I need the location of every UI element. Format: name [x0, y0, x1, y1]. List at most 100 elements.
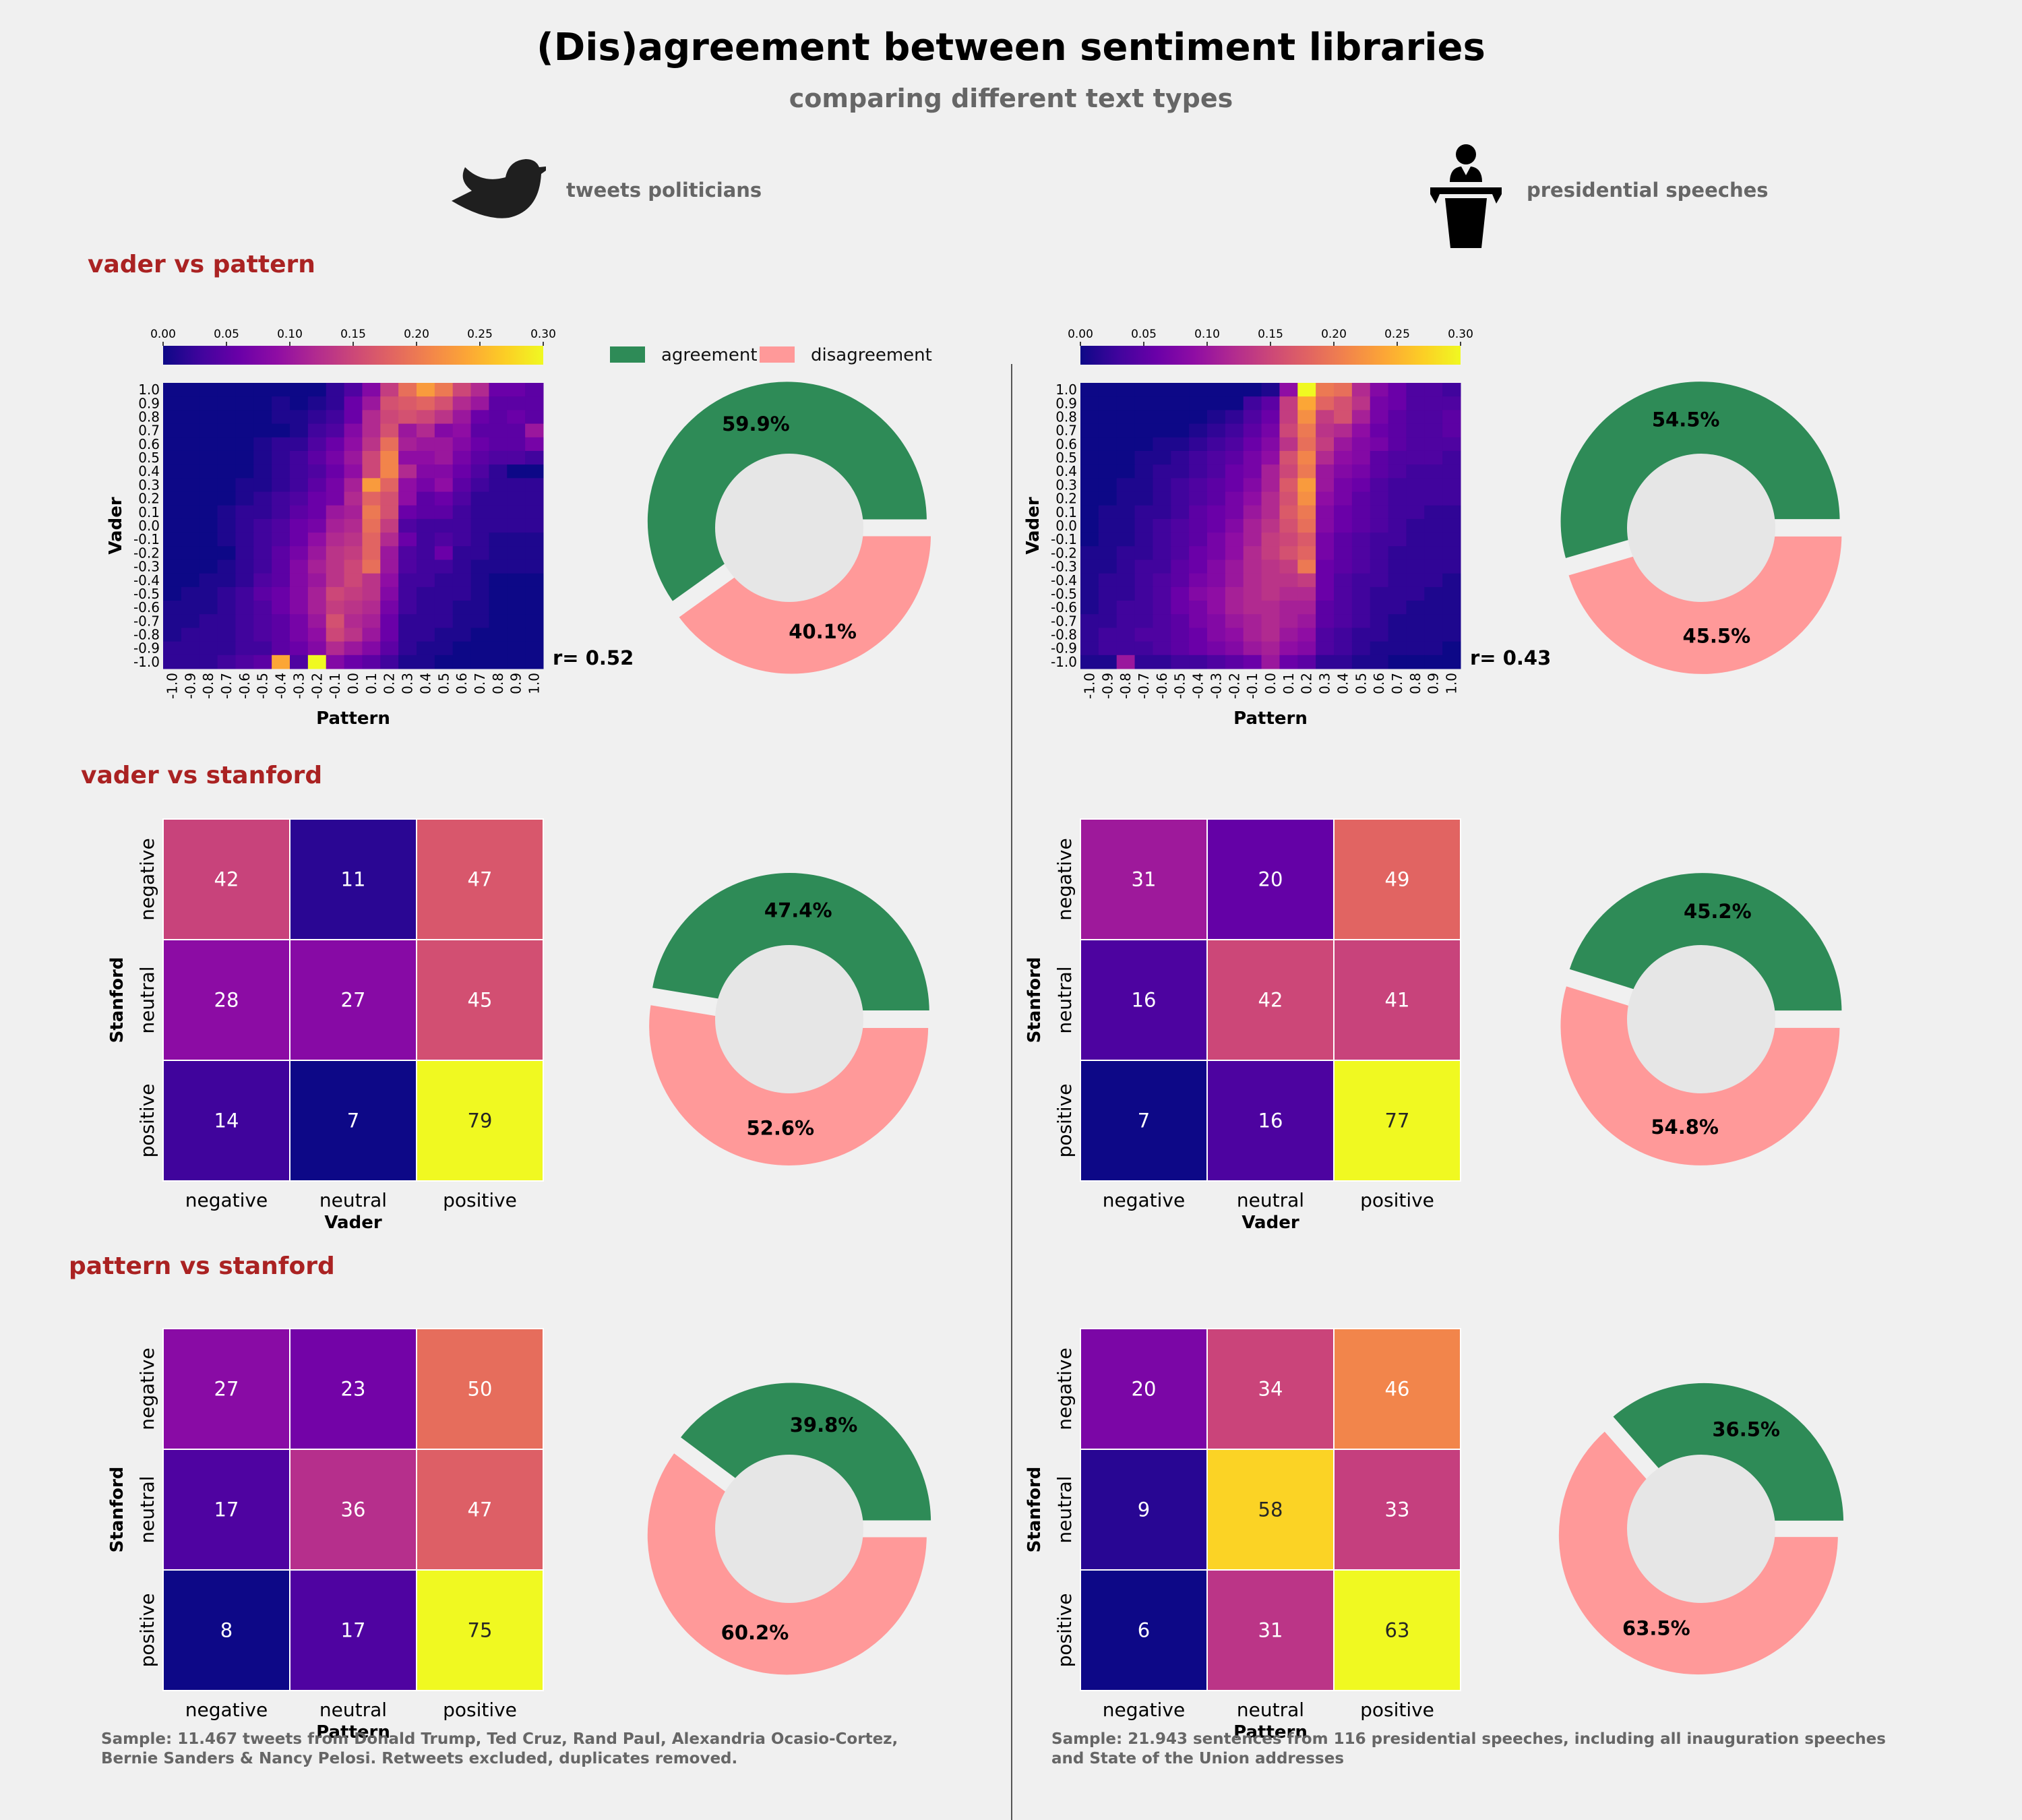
tweets-vader-pattern-heatmap-cell	[398, 478, 417, 493]
speeches-vader-pattern-heatmap-cell	[1351, 410, 1371, 425]
tweets-pattern-stanford-heatmap-cell	[416, 1449, 544, 1571]
speeches-vader-pattern-heatmap-cell	[1388, 464, 1407, 479]
speeches-vader-pattern-heatmap-cell	[1334, 586, 1353, 601]
speeches-vader-pattern-heatmap-cell	[1370, 423, 1389, 438]
tweets-vader-pattern-heatmap-cell	[434, 586, 454, 601]
tweets-vader-pattern-heatmap-cell	[507, 478, 526, 493]
legend-label-agreement: agreement	[661, 345, 758, 365]
speeches-vader-pattern-heatmap-cell	[1261, 533, 1280, 547]
tweets-vader-pattern-heatmap-x-tick-label: -0.1	[327, 673, 343, 699]
tweets-vader-pattern-heatmap-cell	[344, 505, 363, 520]
speeches-vader-pattern-heatmap-cell	[1225, 533, 1244, 547]
speeches-vader-pattern-heatmap-cell	[1207, 641, 1226, 656]
tweets-vader-pattern-heatmap-cell	[362, 518, 381, 533]
tweets-vader-pattern-heatmap-cell	[507, 437, 526, 452]
speeches-vader-pattern-heatmap-cell	[1334, 601, 1353, 615]
speeches-vader-pattern-heatmap-cell	[1189, 628, 1208, 642]
tweets-vader-pattern-heatmap-cell	[217, 383, 236, 397]
tweets-vader-pattern-heatmap-cell	[417, 505, 435, 520]
tweets-vader-pattern-heatmap-cell	[470, 450, 489, 465]
speeches-vader-stanford-donut-donut-hole	[1627, 945, 1775, 1093]
tweets-vader-pattern-heatmap-cell	[507, 410, 526, 425]
speeches-vader-pattern-heatmap-cell	[1261, 614, 1280, 628]
speeches-vader-pattern-heatmap-cell	[1316, 546, 1335, 560]
tweets-vader-pattern-heatmap-x-tick-label: 0.4	[417, 673, 433, 694]
tweets-vader-pattern-heatmap-cell	[163, 410, 182, 425]
tweets-vader-pattern-heatmap-cell	[507, 464, 526, 479]
tweets-vader-pattern-heatmap-y-tick-label: 0.3	[138, 477, 160, 493]
speeches-vader-pattern-donut-donut-hole	[1627, 454, 1775, 602]
section-title-vader-pattern: vader vs pattern	[88, 251, 315, 278]
tweets-vader-pattern-heatmap-cell	[253, 396, 272, 411]
speeches-vader-pattern-heatmap-y-tick-label: -0.8	[1051, 627, 1077, 643]
tweets-vader-pattern-heatmap-cell	[362, 655, 381, 669]
speeches-vader-pattern-heatmap-cell	[1116, 655, 1136, 669]
tweets-vader-pattern-heatmap-cell	[217, 628, 236, 642]
tweets-vader-pattern-heatmap-cell	[380, 383, 399, 397]
tweets-vader-pattern-heatmap-cell	[470, 573, 489, 588]
tweets-vader-pattern-heatmap-cell	[507, 655, 526, 669]
tweets-pattern-stanford-donut-slice-agreement	[675, 1378, 936, 1525]
tweets-vader-pattern-heatmap-cell	[307, 614, 327, 628]
speeches-vader-pattern-heatmap-cell	[1370, 396, 1389, 411]
speeches-vader-pattern-heatmap-cell	[1116, 559, 1136, 574]
speeches-vader-pattern-heatmap-cell	[1189, 491, 1208, 506]
tweets-vader-pattern-heatmap-cell	[470, 655, 489, 669]
speeches-vader-stanford-heatmap-cell-value: 16	[1258, 1110, 1283, 1132]
speeches-vader-pattern-heatmap-cell	[1424, 491, 1443, 506]
speeches-vader-stanford-heatmap-x-axis-label: Vader	[1242, 1213, 1299, 1233]
tweets-vader-pattern-heatmap-cell	[253, 614, 272, 628]
tweets-vader-pattern-heatmap-cell	[507, 533, 526, 547]
speeches-vader-pattern-heatmap-cell	[1351, 478, 1371, 493]
speeches-vader-pattern-heatmap-cell	[1442, 383, 1461, 397]
tweets-vader-pattern-heatmap-cell	[417, 655, 435, 669]
speeches-vader-pattern-heatmap-cell	[1116, 410, 1136, 425]
tweets-vader-pattern-heatmap-colorbar-tick-label: 0.05	[214, 328, 239, 341]
tweets-vader-pattern-heatmap-cell	[362, 491, 381, 506]
tweets-vader-stanford-heatmap-cell-value: 7	[347, 1110, 359, 1132]
speeches-vader-pattern-heatmap-cell	[1098, 628, 1117, 642]
speeches-vader-pattern-heatmap-cell	[1243, 437, 1262, 452]
tweets-vader-pattern-heatmap-cell	[380, 586, 399, 601]
speeches-vader-pattern-heatmap-cell	[1243, 559, 1262, 574]
tweets-vader-pattern-heatmap-cell	[362, 546, 381, 560]
speeches-vader-pattern-heatmap-cell	[1134, 546, 1153, 560]
speeches-pattern-stanford-heatmap-y-tick-label: negative	[1053, 1347, 1076, 1430]
speeches-vader-pattern-heatmap-cell	[1225, 628, 1244, 642]
tweets-vader-pattern-heatmap-cell	[489, 450, 508, 465]
speeches-vader-pattern-heatmap-cell	[1098, 533, 1117, 547]
tweets-vader-pattern-heatmap-cell	[290, 601, 309, 615]
speeches-vader-pattern-heatmap-cell	[1171, 450, 1190, 465]
column-label-tweets: tweets politicians	[566, 179, 762, 202]
speeches-vader-pattern-heatmap-cell	[1388, 546, 1407, 560]
speeches-vader-pattern-heatmap-x-tick-label: -0.4	[1190, 673, 1206, 699]
tweets-vader-pattern-heatmap-cell	[470, 410, 489, 425]
tweets-vader-pattern-heatmap-cell	[235, 383, 254, 397]
tweets-vader-pattern-heatmap-cell	[362, 410, 381, 425]
tweets-vader-pattern-heatmap-cell	[163, 423, 182, 438]
speeches-vader-pattern-heatmap-cell	[1316, 586, 1335, 601]
speeches-pattern-stanford-heatmap-x-tick-label: positive	[1360, 1699, 1434, 1721]
speeches-vader-pattern-heatmap-cell	[1316, 423, 1335, 438]
speeches-vader-pattern-heatmap-cell	[1207, 573, 1226, 588]
tweets-vader-pattern-heatmap-cell	[217, 586, 236, 601]
tweets-pattern-stanford-heatmap-cell-value: 75	[468, 1619, 493, 1642]
speeches-vader-stanford-heatmap-cell	[1333, 939, 1461, 1061]
speeches-vader-pattern-heatmap-cell	[1116, 450, 1136, 465]
speeches-vader-pattern-heatmap-cell	[1334, 478, 1353, 493]
tweets-vader-pattern-heatmap-cell	[235, 410, 254, 425]
tweets-pattern-stanford-heatmap-cell	[162, 1449, 290, 1571]
tweets-vader-pattern-heatmap-x-axis-label: Pattern	[316, 708, 390, 729]
speeches-vader-pattern-heatmap-cell	[1171, 383, 1190, 397]
tweets-vader-pattern-heatmap-cell	[417, 396, 435, 411]
speeches-vader-pattern-heatmap-cell	[1171, 491, 1190, 506]
tweets-vader-pattern-heatmap-cell	[326, 450, 345, 465]
tweets-vader-pattern-heatmap-cell	[362, 478, 381, 493]
tweets-vader-pattern-heatmap-cell	[417, 546, 435, 560]
speeches-vader-pattern-heatmap-cell	[1243, 586, 1262, 601]
tweets-vader-pattern-heatmap-cell	[163, 641, 182, 656]
speeches-vader-pattern-heatmap-cell	[1153, 628, 1171, 642]
tweets-vader-pattern-heatmap-cell	[290, 478, 309, 493]
tweets-vader-pattern-heatmap-colorbar-tick-label: 0.00	[150, 328, 176, 341]
tweets-vader-pattern-heatmap-cell	[398, 655, 417, 669]
